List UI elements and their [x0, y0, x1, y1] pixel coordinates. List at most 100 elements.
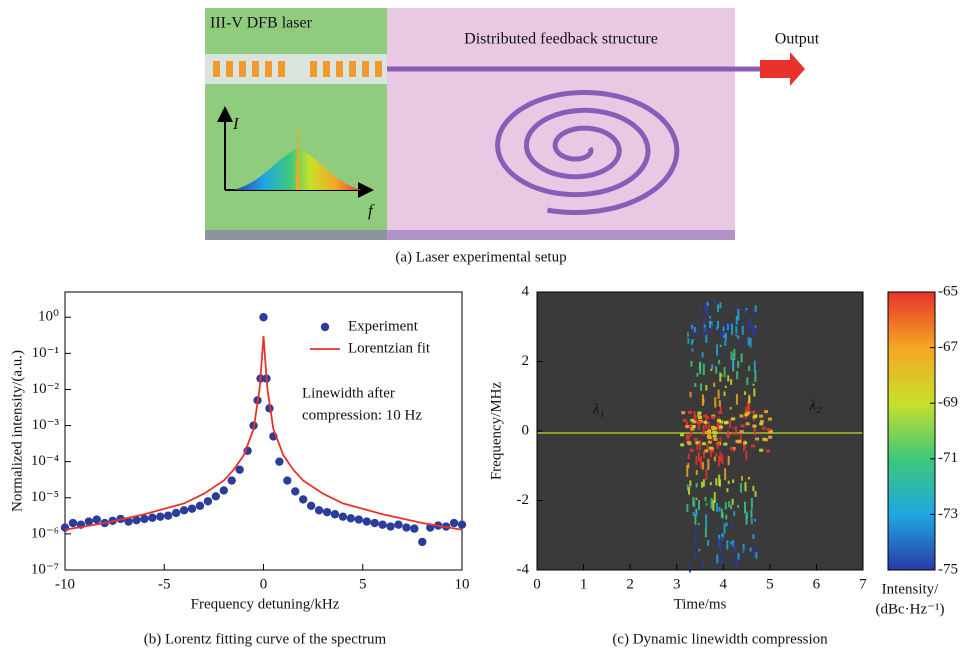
texture-streak — [715, 442, 720, 446]
texture-streak — [741, 475, 744, 481]
texture-streak — [735, 334, 738, 337]
data-point — [291, 487, 300, 496]
y-tick-label: -2 — [517, 492, 530, 508]
texture-streak — [745, 451, 748, 461]
texture-streak — [726, 433, 731, 437]
texture-streak — [759, 422, 764, 426]
texture-streak — [717, 419, 722, 423]
texture-streak — [723, 523, 726, 534]
y-tick-label: 0 — [522, 422, 530, 438]
texture-streak — [709, 482, 712, 486]
texture-streak — [746, 411, 751, 415]
texture-streak — [705, 385, 708, 391]
texture-streak — [710, 368, 713, 371]
texture-streak — [740, 424, 745, 428]
texture-streak — [733, 542, 736, 552]
texture-streak — [686, 421, 689, 429]
texture-streak — [718, 507, 721, 512]
texture-streak — [689, 431, 692, 437]
texture-streak — [759, 414, 764, 418]
y-tick-label: 4 — [522, 283, 530, 299]
waveguide-bar — [205, 54, 387, 84]
colorbar-tick-label: -75 — [938, 561, 958, 577]
data-point — [314, 506, 324, 515]
texture-streak — [751, 444, 756, 448]
x-tick-label: 7 — [859, 576, 867, 592]
laser-block — [205, 8, 387, 240]
texture-streak — [739, 430, 744, 434]
texture-streak — [766, 449, 771, 453]
texture-streak — [735, 556, 738, 567]
texture-streak — [747, 337, 750, 346]
texture-streak — [719, 420, 724, 424]
texture-streak — [687, 453, 690, 460]
x-tick-label: 0 — [260, 576, 268, 592]
texture-streak — [697, 414, 702, 418]
texture-streak — [693, 327, 696, 333]
x-tick-label: 10 — [455, 576, 470, 592]
texture-streak — [700, 383, 703, 391]
data-point — [179, 506, 189, 515]
texture-streak — [766, 427, 771, 431]
y-tick-label: -4 — [517, 561, 530, 577]
texture-streak — [727, 375, 730, 382]
data-point — [418, 537, 427, 547]
x-tick-label: 0 — [533, 576, 541, 592]
texture-streak — [730, 379, 733, 385]
x-tick-label: 3 — [673, 576, 681, 592]
texture-streak — [752, 416, 755, 422]
structure-label: Distributed feedback structure — [464, 31, 658, 48]
texture-streak — [731, 498, 734, 505]
data-point — [449, 518, 459, 528]
texture-streak — [752, 485, 755, 492]
texture-streak — [732, 427, 735, 430]
texture-streak — [692, 511, 695, 517]
texture-streak — [712, 434, 717, 438]
texture-streak — [705, 523, 708, 528]
texture-streak — [725, 522, 728, 527]
texture-streak — [706, 301, 709, 306]
texture-streak — [711, 416, 716, 420]
texture-streak — [730, 541, 733, 545]
texture-streak — [768, 429, 773, 433]
texture-streak — [706, 303, 709, 316]
y-axis-title: Normalized intensity/(a.u.) — [9, 350, 25, 512]
x-axis-title: Time/ms — [674, 596, 727, 612]
texture-streak — [731, 304, 734, 307]
texture-streak — [713, 492, 716, 503]
texture-streak — [707, 458, 710, 470]
texture-streak — [727, 456, 730, 466]
texture-streak — [729, 417, 732, 423]
texture-streak — [737, 308, 740, 321]
texture-streak — [697, 321, 700, 325]
texture-streak — [750, 498, 753, 509]
data-point — [124, 517, 133, 526]
texture-streak — [737, 552, 740, 560]
texture-streak — [744, 501, 747, 514]
texture-streak — [752, 533, 755, 540]
texture-streak — [751, 410, 756, 414]
texture-streak — [719, 302, 722, 309]
texture-streak — [721, 533, 724, 538]
texture-streak — [747, 328, 750, 333]
texture-streak — [713, 431, 718, 435]
texture-streak — [701, 351, 704, 358]
texture-streak — [717, 538, 720, 547]
texture-streak — [686, 464, 689, 477]
texture-streak — [699, 439, 702, 451]
texture-streak — [718, 400, 721, 407]
texture-streak — [697, 411, 702, 415]
data-point — [299, 495, 308, 504]
x-tick-label: 5 — [766, 576, 774, 592]
data-point — [92, 515, 101, 524]
y-tick-label: 10⁻⁴ — [31, 453, 59, 469]
texture-streak — [740, 483, 743, 493]
texture-streak — [704, 496, 707, 502]
x-tick-label: 1 — [580, 576, 588, 592]
texture-streak — [745, 422, 750, 426]
data-point — [171, 508, 181, 518]
y-tick-label: 10⁻⁵ — [31, 489, 59, 505]
data-point — [275, 457, 284, 466]
texture-streak — [707, 421, 710, 433]
texture-streak — [709, 449, 714, 453]
